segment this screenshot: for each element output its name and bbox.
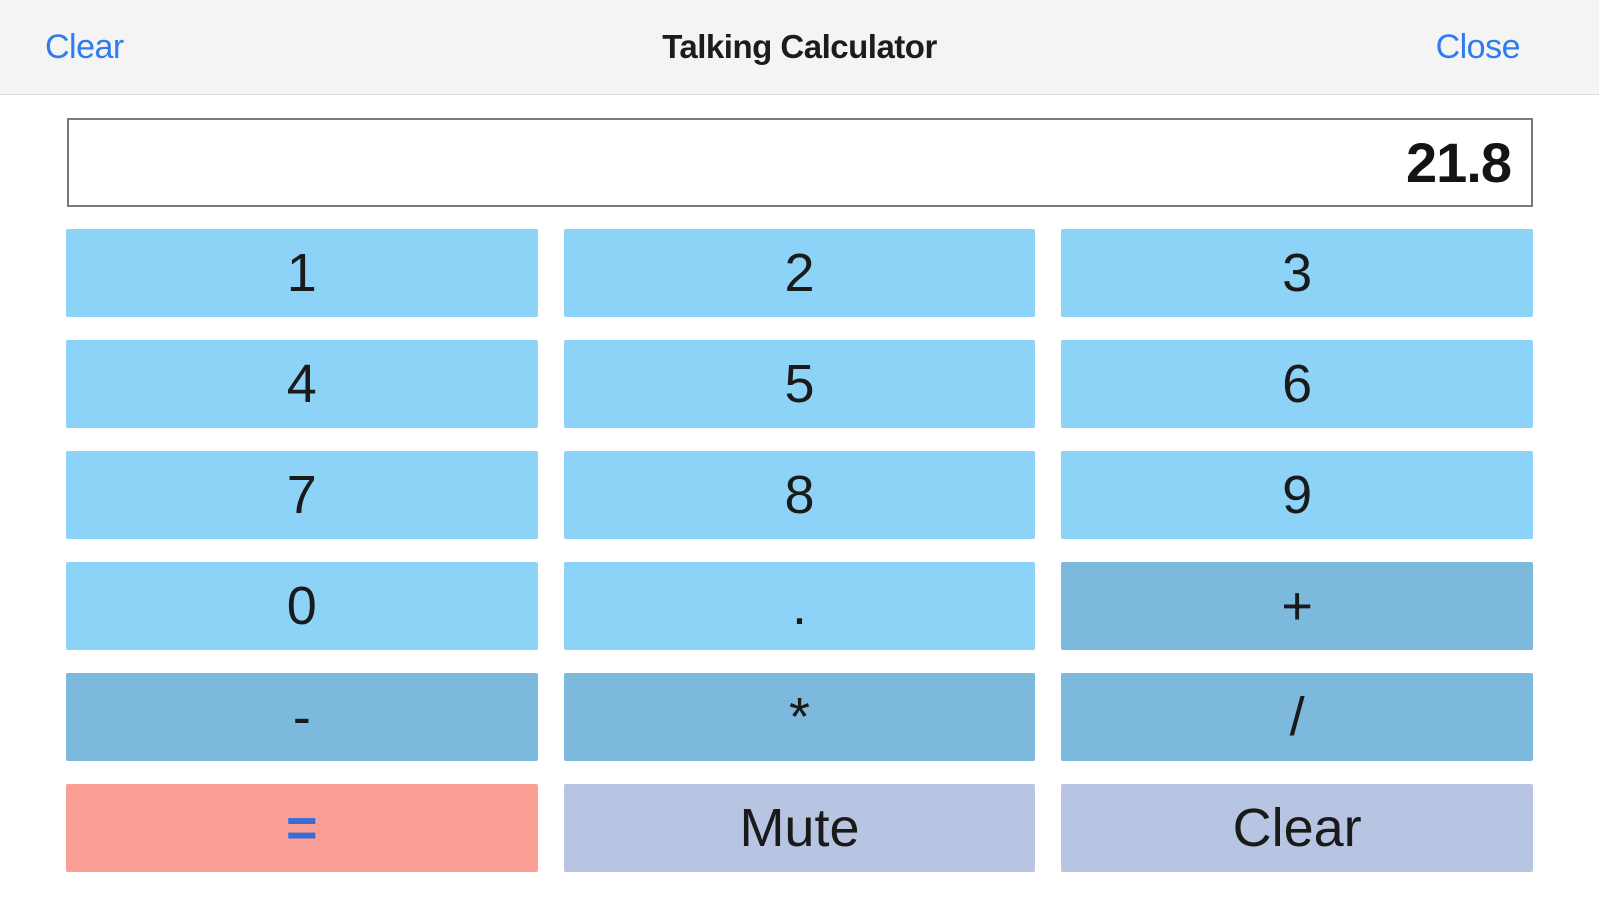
key-decimal[interactable]: . bbox=[563, 562, 1036, 650]
key-5[interactable]: 5 bbox=[563, 340, 1036, 428]
key-4[interactable]: 4 bbox=[66, 340, 538, 428]
key-1[interactable]: 1 bbox=[66, 229, 538, 317]
header-clear-button[interactable]: Clear bbox=[45, 27, 124, 66]
key-7[interactable]: 7 bbox=[66, 451, 538, 539]
calculator-display[interactable]: 21.8 bbox=[67, 118, 1533, 207]
key-2[interactable]: 2 bbox=[563, 229, 1036, 317]
key-9[interactable]: 9 bbox=[1061, 451, 1533, 539]
key-0[interactable]: 0 bbox=[66, 562, 538, 650]
page-title: Talking Calculator bbox=[662, 28, 937, 65]
key-3[interactable]: 3 bbox=[1061, 229, 1533, 317]
key-divide[interactable]: / bbox=[1061, 673, 1533, 761]
key-clear[interactable]: Clear bbox=[1061, 784, 1533, 872]
key-plus[interactable]: + bbox=[1061, 562, 1533, 650]
keypad: 1 2 3 4 5 6 7 8 9 0 . + - * / = Mute Cle… bbox=[66, 229, 1533, 872]
key-mute[interactable]: Mute bbox=[563, 784, 1036, 872]
header-bar: Clear Talking Calculator Close bbox=[0, 0, 1599, 95]
key-equals[interactable]: = bbox=[66, 784, 538, 872]
key-multiply[interactable]: * bbox=[563, 673, 1036, 761]
key-6[interactable]: 6 bbox=[1061, 340, 1533, 428]
key-minus[interactable]: - bbox=[66, 673, 538, 761]
header-close-button[interactable]: Close bbox=[1435, 27, 1521, 66]
key-8[interactable]: 8 bbox=[563, 451, 1036, 539]
